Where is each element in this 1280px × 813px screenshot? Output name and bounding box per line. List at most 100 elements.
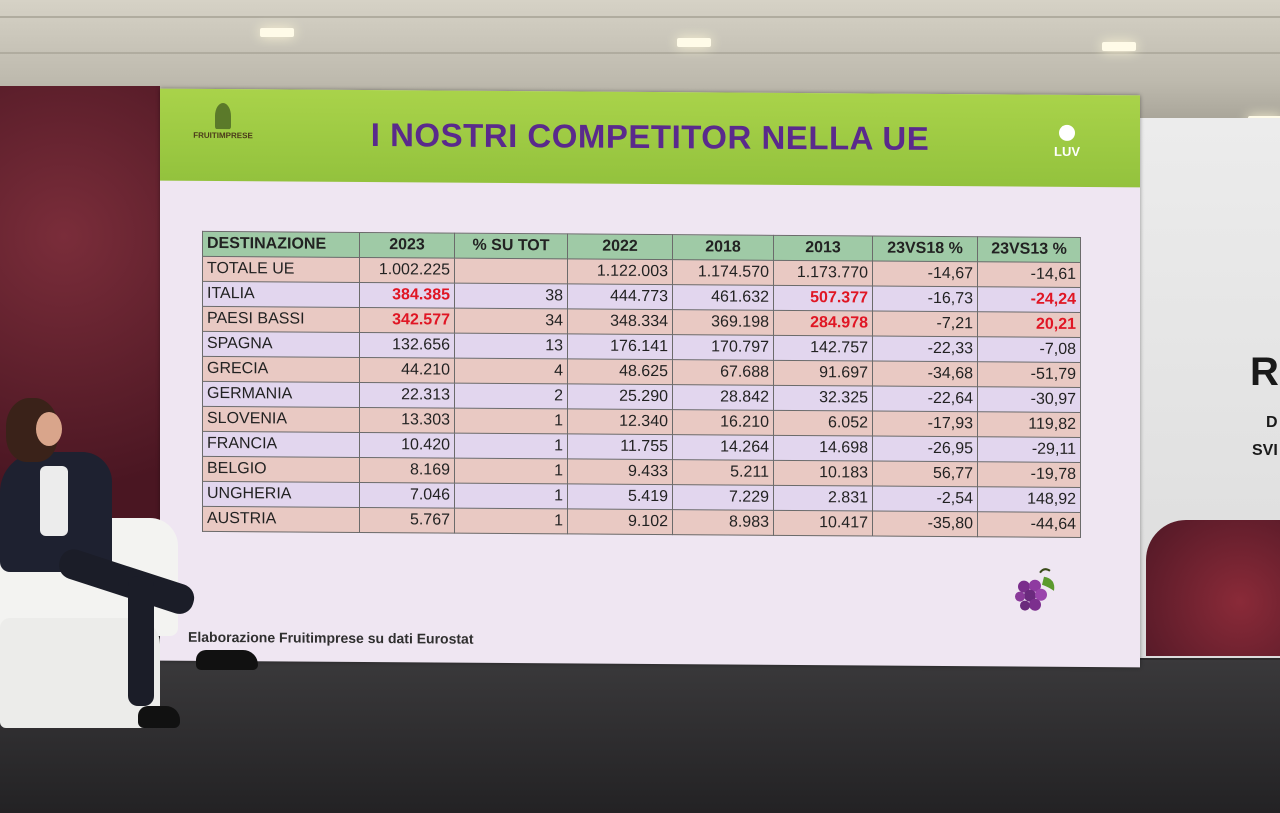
header-2022: 2022 xyxy=(567,233,673,260)
cell-23vs18: -22,33 xyxy=(872,336,978,362)
cell-pct-su-tot: 1 xyxy=(454,408,568,434)
cell-2013: 6.052 xyxy=(773,410,873,437)
cell-destinazione: UNGHERIA xyxy=(202,481,360,508)
cell-2023: 384.385 xyxy=(359,282,455,309)
cell-2022: 176.141 xyxy=(567,333,673,360)
cell-pct-su-tot: 1 xyxy=(454,508,568,534)
cell-pct-su-tot: 13 xyxy=(454,333,568,359)
cell-23vs18: -14,67 xyxy=(872,261,978,287)
cell-2013: 91.697 xyxy=(773,360,873,387)
cell-destinazione: SLOVENIA xyxy=(202,406,360,433)
cell-2022: 1.122.003 xyxy=(567,258,673,285)
ceiling-light xyxy=(677,38,711,47)
cell-2023: 1.002.225 xyxy=(359,257,455,284)
slide-title: I NOSTRI COMPETITOR NELLA UE xyxy=(370,116,930,157)
cell-2023: 8.169 xyxy=(359,457,455,484)
cell-2013: 32.325 xyxy=(773,385,873,412)
table-row: AUSTRIA 5.767 1 9.102 8.983 10.417 -35,80 -44,6… xyxy=(202,506,1081,538)
cell-2022: 9.433 xyxy=(567,458,673,485)
cell-2018: 8.983 xyxy=(672,509,774,536)
cell-2022: 348.334 xyxy=(567,308,673,335)
cell-23vs13: 148,92 xyxy=(977,486,1081,513)
cell-2013: 2.831 xyxy=(773,485,873,512)
cell-2013: 10.183 xyxy=(773,460,873,487)
cell-23vs13: -7,08 xyxy=(977,336,1081,363)
cell-2022: 9.102 xyxy=(567,508,673,535)
cell-23vs18: -16,73 xyxy=(872,286,978,312)
luv-logo-text: LUV xyxy=(1054,143,1080,160)
cell-pct-su-tot: 34 xyxy=(454,308,568,334)
cell-destinazione: TOTALE UE xyxy=(202,256,360,283)
cell-2023: 342.577 xyxy=(359,307,455,334)
ceiling-light xyxy=(260,28,294,37)
presenter-leg xyxy=(128,576,154,706)
cell-23vs18: -22,64 xyxy=(872,386,978,412)
cell-23vs13: -51,79 xyxy=(977,361,1081,388)
right-wall-letter: D xyxy=(1266,414,1278,431)
bulb-icon xyxy=(1059,124,1075,141)
ceiling-light xyxy=(1102,42,1136,51)
cell-2013: 1.173.770 xyxy=(773,260,873,287)
header-2018: 2018 xyxy=(672,234,774,261)
cell-2018: 67.688 xyxy=(672,359,774,386)
cell-2023: 132.656 xyxy=(359,332,455,359)
cell-pct-su-tot: 2 xyxy=(454,383,568,409)
cell-2013: 507.377 xyxy=(773,285,873,312)
cell-destinazione: BELGIO xyxy=(202,456,360,483)
cell-destinazione: GRECIA xyxy=(202,356,360,383)
cell-23vs13: -29,11 xyxy=(977,436,1081,463)
cell-2018: 461.632 xyxy=(672,284,774,311)
header-2023: 2023 xyxy=(359,232,455,259)
source-note: Elaborazione Fruitimprese su dati Eurost… xyxy=(188,628,474,647)
cell-2013: 14.698 xyxy=(773,435,873,462)
cell-pct-su-tot: 38 xyxy=(454,283,568,309)
cell-23vs18: -7,21 xyxy=(872,311,978,337)
cell-2018: 170.797 xyxy=(672,334,774,361)
cell-23vs13: -14,61 xyxy=(977,261,1081,288)
header-2013: 2013 xyxy=(773,235,873,262)
cell-pct-su-tot: 1 xyxy=(454,433,568,459)
cell-2018: 1.174.570 xyxy=(672,259,774,286)
cell-2022: 48.625 xyxy=(567,358,673,385)
cell-2022: 5.419 xyxy=(567,483,673,510)
cell-2013: 142.757 xyxy=(773,335,873,362)
cell-2018: 369.198 xyxy=(672,309,774,336)
cell-23vs13: -44,64 xyxy=(977,511,1081,538)
cell-2022: 12.340 xyxy=(567,408,673,435)
cell-2023: 44.210 xyxy=(359,357,455,384)
cell-2023: 5.767 xyxy=(359,507,455,534)
cell-2022: 11.755 xyxy=(567,433,673,460)
presentation-screen: FRUITIMPRESE I NOSTRI COMPETITOR NELLA U… xyxy=(160,88,1140,668)
cell-23vs18: -34,68 xyxy=(872,361,978,387)
cell-2013: 284.978 xyxy=(773,310,873,337)
cell-23vs13: -19,78 xyxy=(977,461,1081,488)
presenter-shirt xyxy=(40,466,68,536)
header-destinazione: DESTINAZIONE xyxy=(202,231,360,258)
header-pct-su-tot: % SU TOT xyxy=(454,233,568,259)
cell-23vs18: -17,93 xyxy=(872,411,978,437)
right-wall-red-graphic xyxy=(1146,520,1280,656)
competitor-table: DESTINAZIONE 2023 % SU TOT 2022 2018 201… xyxy=(202,231,1081,538)
cell-pct-su-tot: 4 xyxy=(454,358,568,384)
ceiling-beam xyxy=(0,52,1280,54)
ceiling-beam xyxy=(0,16,1280,18)
cell-destinazione: ITALIA xyxy=(202,281,360,308)
cell-2018: 28.842 xyxy=(672,384,774,411)
cell-23vs18: 56,77 xyxy=(872,461,978,487)
cell-2018: 14.264 xyxy=(672,434,774,461)
presenter-shoe xyxy=(138,706,180,728)
cell-destinazione: SPAGNA xyxy=(202,331,360,358)
cell-2022: 25.290 xyxy=(567,383,673,410)
cell-23vs18: -26,95 xyxy=(872,436,978,462)
cell-23vs13: 20,21 xyxy=(977,311,1081,338)
cell-23vs18: -35,80 xyxy=(872,511,978,537)
cell-23vs13: -24,24 xyxy=(977,286,1081,313)
cell-2018: 16.210 xyxy=(672,409,774,436)
header-23vs13: 23VS13 % xyxy=(977,236,1081,263)
right-wall-letter: SVI xyxy=(1252,442,1278,459)
stage-floor xyxy=(0,660,1280,813)
cell-2018: 7.229 xyxy=(672,484,774,511)
cell-destinazione: FRANCIA xyxy=(202,431,360,458)
cell-23vs13: -30,97 xyxy=(977,386,1081,413)
right-wall-letter: R xyxy=(1250,350,1279,394)
